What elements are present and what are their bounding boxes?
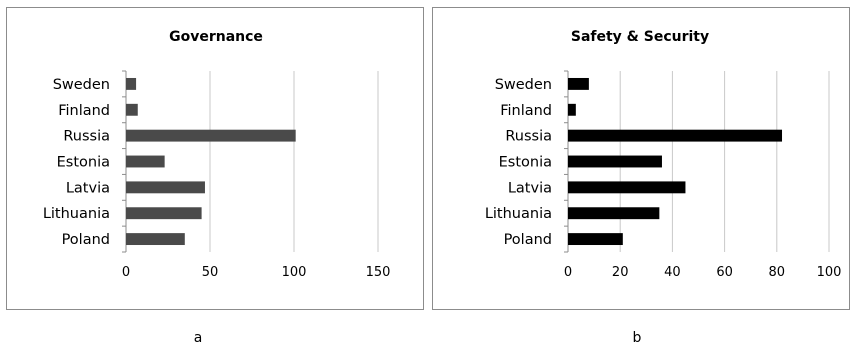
bar-estonia — [126, 155, 165, 168]
category-label-poland: Poland — [504, 232, 552, 248]
bar-poland — [568, 233, 623, 246]
x-tick-label: 0 — [122, 265, 130, 280]
chart-panel-safety-security: Safety & Security Sweden Finland Russia Esto… — [432, 7, 850, 310]
bar-sweden — [568, 77, 589, 90]
bar-estonia — [568, 155, 662, 168]
chart-title: Safety & Security — [571, 29, 709, 45]
x-tick-label: 100 — [817, 265, 842, 280]
bar-latvia — [568, 181, 686, 194]
x-tick-label: 0 — [564, 265, 572, 280]
category-label-russia: Russia — [505, 129, 552, 145]
category-label-russia: Russia — [63, 129, 110, 145]
x-tick-label: 150 — [366, 265, 391, 280]
caption-b: b — [632, 330, 642, 346]
x-tick-label: 40 — [664, 265, 681, 280]
category-label-latvia: Latvia — [66, 180, 110, 196]
category-label-sweden: Sweden — [53, 77, 110, 93]
x-tick-label: 100 — [282, 265, 307, 280]
category-label-lithuania: Lithuania — [485, 206, 552, 222]
category-label-poland: Poland — [62, 232, 110, 248]
bar-russia — [568, 129, 783, 142]
bar-russia — [126, 129, 296, 142]
bar-finland — [568, 103, 576, 116]
bar-sweden — [126, 77, 137, 90]
governance-bar-chart: Governance Sweden Finland Russia Estonia Latv… — [43, 29, 391, 280]
category-label-latvia: Latvia — [508, 180, 552, 196]
bar-lithuania — [568, 207, 660, 220]
category-label-estonia: Estonia — [57, 155, 110, 171]
category-label-estonia: Estonia — [499, 155, 552, 171]
bar-latvia — [126, 181, 205, 194]
chart-title: Governance — [169, 29, 263, 45]
category-label-finland: Finland — [58, 103, 110, 119]
safety-security-bar-chart: Safety & Security Sweden Finland Russia Esto… — [485, 29, 842, 280]
bar-poland — [126, 233, 185, 246]
x-tick-label: 20 — [612, 265, 629, 280]
x-tick-label: 80 — [769, 265, 786, 280]
category-label-finland: Finland — [500, 103, 552, 119]
bar-finland — [126, 103, 138, 116]
x-tick-label: 50 — [202, 265, 219, 280]
chart-panel-governance: Governance Sweden Finland Russia Estonia Latv… — [6, 7, 424, 310]
x-tick-label: 60 — [716, 265, 733, 280]
caption-a: a — [193, 330, 203, 346]
bar-lithuania — [126, 207, 202, 220]
category-label-lithuania: Lithuania — [43, 206, 110, 222]
category-label-sweden: Sweden — [495, 77, 552, 93]
